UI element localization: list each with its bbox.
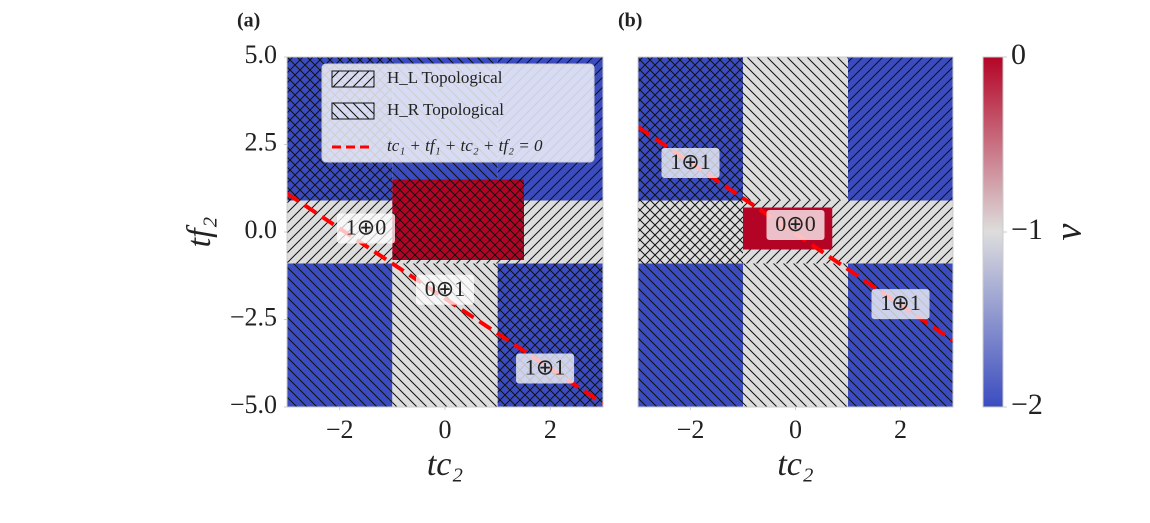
annotation-box [416,274,474,305]
annotation: 1⊕0 [346,215,386,240]
colorbar-label: ν [1048,223,1090,240]
y-tick-label: 0.0 [245,215,278,244]
region-hatch [287,263,393,407]
region-hatch [743,263,848,407]
x-tick-label: −2 [677,415,705,444]
x-axis-label: tc₂ [777,446,813,483]
x-tick-label: −2 [326,415,354,444]
legend-label: H_L Topological [387,68,503,87]
annotation-box [337,213,395,244]
annotation: 0⊕0 [775,211,815,236]
annotation-box [661,148,720,179]
region-hatch [743,57,848,201]
colorbar [982,56,1004,408]
colorbar-tick-label: −1 [1011,213,1043,246]
region-hatch [638,57,743,201]
annotation-box [871,289,930,320]
x-axis-label: tc₂ [427,446,463,483]
annotation: 1⊕1 [880,290,920,315]
annotation: 1⊕1 [670,149,710,174]
annotation: 0⊕1 [425,276,465,301]
legend-swatch [331,102,375,120]
region-hatch [848,263,953,407]
legend-swatch [331,70,375,88]
x-tick-label: 0 [439,415,452,444]
colorbar-tick-label: 0 [1011,38,1026,71]
legend-label: tc₁ + tf₁ + tc₂ + tf₂ = 0 [387,136,543,155]
annotation-box [516,353,575,384]
region-hatch [848,200,953,264]
y-axis-label: tf₂ [181,217,218,248]
plot-area [638,57,953,407]
x-tick-label: 2 [544,415,557,444]
region-hatch [848,57,953,201]
legend-box [321,63,595,163]
region-hatch [638,263,743,407]
y-tick-label: 5.0 [245,40,278,69]
region-hatch [497,263,603,407]
annotation: 1⊕1 [525,355,565,380]
y-tick-label: −2.5 [230,302,277,331]
region-hatch [638,200,743,264]
y-tick-label: 2.5 [245,127,278,156]
x-tick-label: 0 [789,415,802,444]
legend-label: H_R Topological [387,100,504,119]
region-hatch [392,179,524,260]
y-tick-label: −5.0 [230,390,277,419]
annotation-box [766,210,825,240]
panel-label: (b) [618,10,642,32]
colorbar-tick-label: −2 [1011,388,1043,421]
panel-label: (a) [237,10,260,32]
x-tick-label: 2 [894,415,907,444]
